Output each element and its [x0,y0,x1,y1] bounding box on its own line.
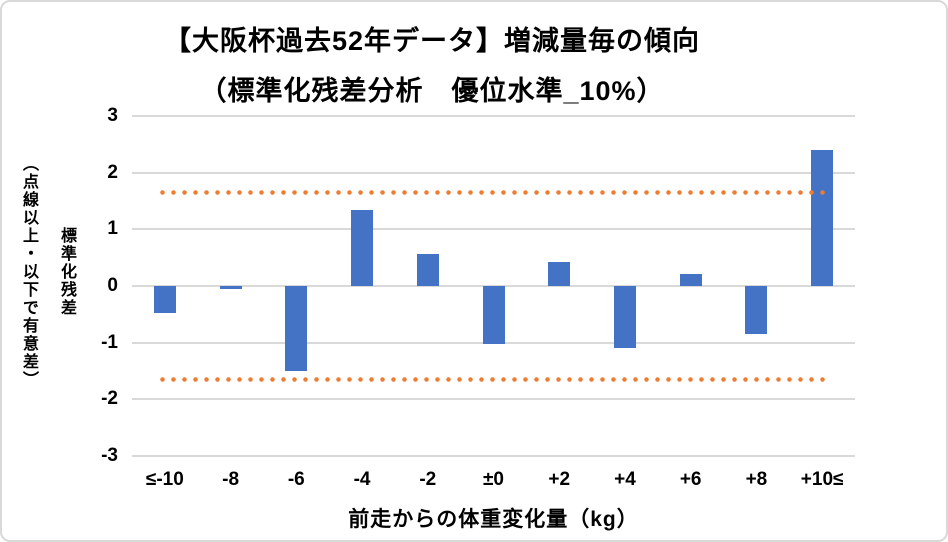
bar-≤-10 [153,286,176,313]
x-tick-label: -6 [287,469,305,490]
x-tick-label: -2 [419,469,437,490]
chart-title-line1: 【大阪杯過去52年データ】増減量毎の傾向 [163,26,701,56]
y-tick-label: -2 [101,388,118,410]
bar--8 [219,286,242,289]
gridline [132,171,855,174]
chart-title-line2: （標準化残差分析 優位水準_10%） [199,76,665,106]
bar--6 [285,286,308,371]
bar-+2 [548,261,571,286]
gridline [132,398,855,401]
x-tick-label: -4 [353,469,371,490]
y-tick-label: -1 [101,331,118,353]
y-tick-label: 1 [107,218,118,240]
x-tick-label: ±0 [483,469,504,490]
gridline [132,115,855,117]
bar-+8 [745,286,768,334]
y-axis-title: 標準化残差 （点線以上・以下で有意差） [16,102,78,442]
y-tick-label: -3 [101,445,118,466]
y-axis-title-sub: （点線以上・以下で有意差） [20,155,37,389]
chart-title: 【大阪杯過去52年データ】増減量毎の傾向 （標準化残差分析 優位水準_10%） [2,16,862,116]
x-axis-title: 前走からの体重変化量（kg） [348,508,639,531]
y-tick-label: 2 [107,161,118,183]
bar-+10≤ [811,150,834,286]
gridline [132,228,855,231]
bar-+4 [613,286,636,349]
y-tick-label: 0 [107,275,118,296]
bar-±0 [482,286,505,344]
x-tick-label: +8 [745,469,768,490]
bar--4 [351,209,374,286]
x-tick-label: +4 [614,469,636,490]
x-tick-label: -8 [222,469,240,490]
plot-area [132,115,855,457]
bar-+6 [679,274,702,286]
x-tick-label: +2 [548,469,571,490]
x-tick-label: +10≤ [800,469,844,490]
significance-line-lower [159,376,828,382]
y-axis-title-main: 標準化残差 [58,227,75,317]
x-tick-label: +6 [679,469,702,490]
significance-line-upper [159,190,828,196]
x-tick-label: ≤-10 [145,469,184,490]
y-tick-label: 3 [107,105,118,126]
gridline [132,455,855,457]
bar--2 [416,253,439,286]
